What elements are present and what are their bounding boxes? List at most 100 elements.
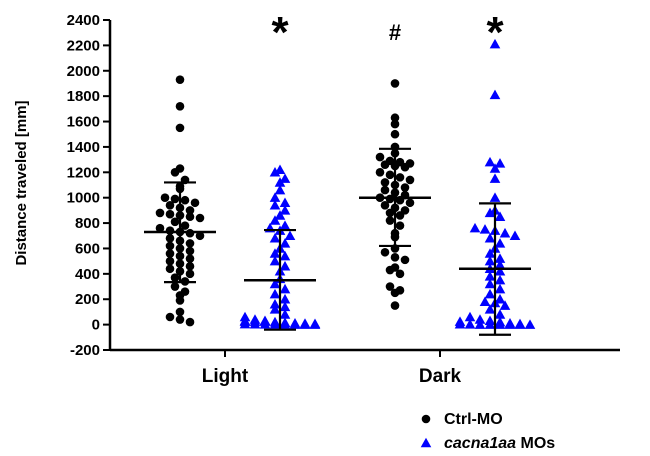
data-point (269, 233, 281, 243)
data-point (165, 264, 175, 274)
y-tick-label: 1200 (67, 164, 100, 181)
data-point (170, 282, 180, 291)
data-point (385, 282, 395, 291)
data-point (380, 201, 390, 210)
data-point (175, 307, 185, 317)
data-point (499, 300, 511, 310)
y-axis-title: Distance traveled [mm] (13, 100, 30, 265)
data-point (489, 38, 501, 49)
data-point (249, 316, 261, 326)
data-points (155, 38, 536, 329)
data-point (269, 167, 281, 177)
data-point (185, 269, 195, 279)
y-tick-label: 200 (75, 291, 100, 308)
y-tick-label: 1800 (67, 88, 100, 105)
data-point (279, 309, 291, 319)
data-point (494, 158, 506, 168)
data-point (279, 205, 291, 215)
data-point (395, 211, 405, 220)
data-point (279, 260, 291, 271)
y-tick-label: 0 (92, 317, 100, 334)
data-point (380, 185, 390, 195)
significance-mark: * (271, 8, 289, 57)
data-point (494, 266, 506, 276)
data-point (165, 226, 175, 235)
data-point (484, 255, 496, 266)
data-point (479, 296, 491, 307)
data-point (185, 239, 195, 248)
data-point (279, 250, 291, 261)
data-point (494, 293, 506, 304)
data-point (269, 299, 281, 309)
data-point (175, 75, 185, 84)
data-point (180, 221, 190, 230)
data-point (269, 200, 281, 210)
data-point (474, 314, 486, 324)
data-point (395, 269, 405, 279)
data-point (484, 304, 496, 314)
data-point (269, 192, 281, 202)
data-point (484, 156, 496, 167)
data-point (299, 319, 311, 329)
data-point (269, 255, 281, 266)
legend-label: Ctrl-MO (444, 411, 503, 428)
data-point (274, 184, 286, 195)
data-point (499, 227, 511, 238)
data-point (405, 175, 415, 185)
data-point (400, 162, 410, 172)
data-point (279, 220, 291, 230)
data-point (464, 319, 476, 329)
data-point (170, 194, 180, 204)
x-axis: Light Dark (110, 348, 620, 387)
data-point (175, 315, 185, 324)
data-point (464, 311, 476, 322)
data-point (494, 319, 506, 329)
data-point (390, 119, 400, 129)
data-point (385, 216, 395, 225)
data-point (484, 319, 496, 329)
data-point (165, 249, 175, 258)
data-point (400, 183, 410, 192)
data-point (514, 319, 526, 329)
data-point (509, 230, 521, 241)
data-point (269, 215, 281, 225)
data-point (390, 301, 400, 310)
data-point (469, 222, 481, 233)
data-point (180, 195, 190, 205)
data-point (494, 259, 506, 270)
data-point (269, 319, 281, 329)
y-tick-label: 800 (75, 215, 100, 232)
y-tick-label: 2000 (67, 63, 100, 80)
data-point (170, 217, 180, 227)
data-point (269, 304, 281, 314)
data-point (185, 206, 195, 215)
data-point (165, 201, 175, 210)
data-point (165, 209, 175, 219)
data-point (279, 319, 291, 329)
data-point (269, 288, 281, 299)
error-bars (144, 147, 531, 336)
data-point (474, 319, 486, 329)
data-point (375, 168, 385, 177)
data-point (484, 271, 496, 281)
data-point (385, 265, 395, 275)
data-point (390, 253, 400, 262)
data-point (185, 261, 195, 271)
data-point (454, 316, 466, 326)
data-point (400, 255, 410, 265)
data-point (484, 207, 496, 218)
data-point (479, 224, 491, 234)
data-point (494, 283, 506, 294)
y-tick-label: 600 (75, 240, 100, 257)
legend-triangle-marker (420, 437, 432, 448)
data-point (494, 274, 506, 285)
data-point (380, 178, 390, 187)
data-point (279, 197, 291, 208)
data-point (190, 198, 200, 208)
y-tick-label: 1000 (67, 190, 100, 207)
data-point (385, 170, 395, 180)
significance-mark: * (486, 8, 504, 57)
data-point (274, 210, 286, 220)
data-point (155, 208, 165, 218)
